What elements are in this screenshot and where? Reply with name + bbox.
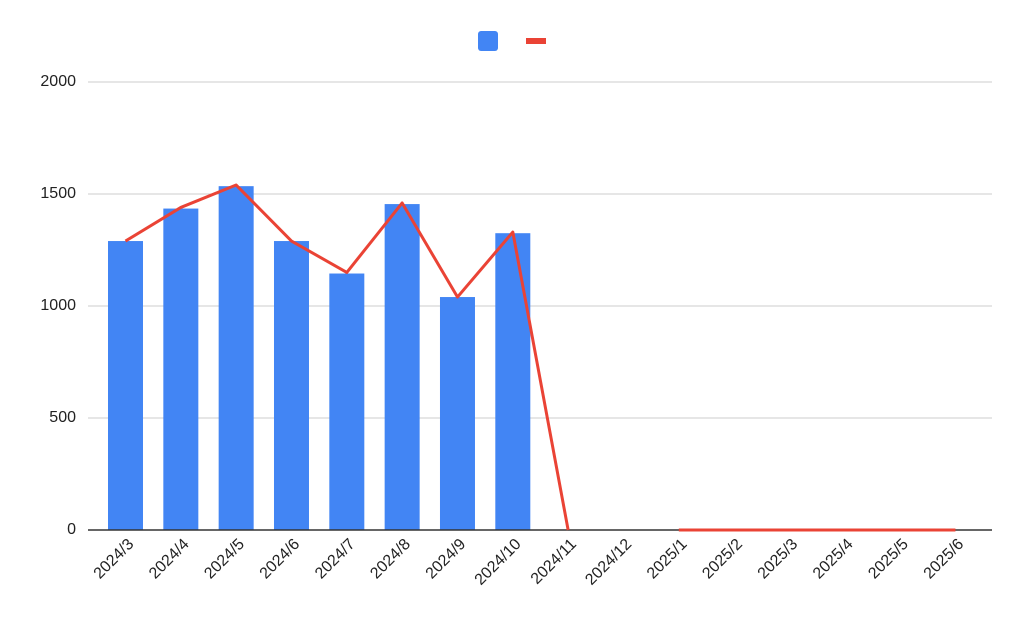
x-tick-label: 2024/4 <box>146 536 193 583</box>
y-tick-label: 500 <box>49 409 76 426</box>
x-tick-label: 2024/3 <box>91 536 138 583</box>
y-tick-label: 1000 <box>40 297 76 314</box>
legend-swatch <box>478 31 498 51</box>
x-tick-label: 2024/12 <box>582 536 635 589</box>
bar <box>495 233 531 530</box>
x-tick-label: 2024/7 <box>312 536 359 583</box>
x-tick-label: 2024/6 <box>257 536 304 583</box>
bar <box>163 208 199 530</box>
bar <box>108 241 143 531</box>
x-tick-label: 2025/4 <box>810 536 857 583</box>
x-tick-label: 2025/1 <box>644 536 691 583</box>
x-tick-label: 2024/10 <box>472 536 525 589</box>
x-tick-label: 2024/8 <box>367 536 414 583</box>
line <box>124 183 956 532</box>
x-tick-label: 2024/9 <box>423 536 470 583</box>
bar <box>384 204 420 530</box>
bar <box>273 241 309 531</box>
y-tick-label: 2000 <box>40 73 76 90</box>
x-tick-label: 2024/5 <box>201 536 248 583</box>
y-tick-label: 1500 <box>40 185 76 202</box>
x-tick-label: 2025/3 <box>755 536 802 583</box>
x-tick-label: 2025/6 <box>921 536 968 583</box>
x-tick-label: 2025/2 <box>699 536 746 583</box>
x-tick-label: 2024/11 <box>528 536 580 588</box>
legend-swatch <box>526 38 546 44</box>
x-tick-label: 2025/5 <box>865 536 912 583</box>
bar <box>329 273 365 530</box>
y-tick-label: 0 <box>67 521 76 538</box>
bar <box>218 186 254 530</box>
bar <box>439 297 475 530</box>
